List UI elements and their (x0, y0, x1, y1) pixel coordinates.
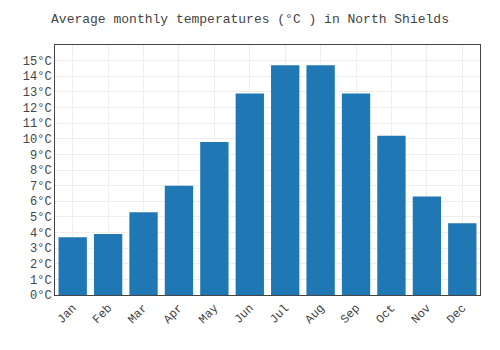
svg-text:Average monthly temperatures (: Average monthly temperatures (°C ) in No… (51, 12, 449, 27)
svg-text:3°C: 3°C (30, 242, 52, 256)
svg-text:11°C: 11°C (23, 117, 52, 131)
svg-text:Oct: Oct (373, 302, 398, 327)
svg-text:7°C: 7°C (30, 180, 52, 194)
svg-text:Jan: Jan (55, 302, 80, 327)
svg-text:Jul: Jul (267, 302, 292, 327)
svg-text:10°C: 10°C (23, 133, 52, 147)
svg-text:2°C: 2°C (30, 258, 52, 272)
svg-text:Nov: Nov (409, 302, 434, 327)
svg-text:12°C: 12°C (23, 102, 52, 116)
svg-text:Apr: Apr (161, 302, 186, 327)
svg-text:0°C: 0°C (30, 289, 52, 303)
svg-text:May: May (196, 302, 221, 327)
svg-text:Feb: Feb (90, 302, 115, 327)
svg-text:9°C: 9°C (30, 149, 52, 163)
svg-text:5°C: 5°C (30, 211, 52, 225)
svg-text:Sep: Sep (338, 302, 363, 327)
svg-text:8°C: 8°C (30, 164, 52, 178)
svg-text:4°C: 4°C (30, 227, 52, 241)
svg-text:6°C: 6°C (30, 195, 52, 209)
svg-text:1°C: 1°C (30, 274, 52, 288)
svg-text:Aug: Aug (303, 302, 328, 327)
svg-text:13°C: 13°C (23, 86, 52, 100)
svg-text:Dec: Dec (444, 302, 469, 327)
svg-text:Jun: Jun (232, 302, 257, 327)
svg-text:14°C: 14°C (23, 70, 52, 84)
svg-text:15°C: 15°C (23, 55, 52, 69)
svg-text:Mar: Mar (125, 302, 150, 327)
